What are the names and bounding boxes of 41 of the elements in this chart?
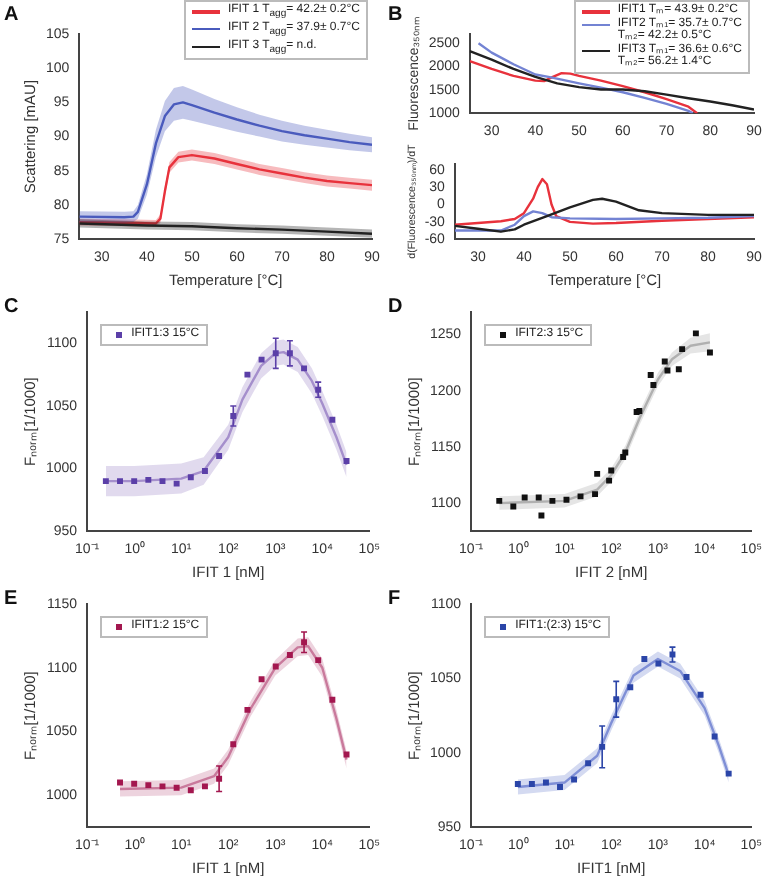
- point: [230, 741, 237, 748]
- point: [117, 779, 123, 786]
- text: C: [4, 295, 19, 318]
- point: [173, 480, 180, 487]
- text: A: [4, 3, 19, 26]
- point: [201, 468, 208, 475]
- point: [145, 782, 152, 789]
- point: [585, 760, 592, 767]
- point: [102, 478, 109, 485]
- point: [301, 365, 308, 372]
- point: [315, 657, 322, 664]
- point: [201, 783, 208, 790]
- point: [627, 684, 634, 691]
- point: [258, 356, 265, 363]
- text: E: [4, 587, 18, 610]
- point: [697, 691, 704, 698]
- point: [329, 416, 336, 423]
- point: [641, 656, 648, 663]
- text: F: [388, 587, 401, 610]
- point: [329, 696, 336, 703]
- text: D: [388, 295, 403, 318]
- point: [131, 478, 138, 485]
- point: [187, 787, 194, 794]
- point: [557, 784, 563, 790]
- point: [173, 784, 180, 791]
- point: [117, 478, 123, 485]
- point: [286, 652, 293, 658]
- text: B: [388, 3, 403, 26]
- point: [131, 780, 138, 787]
- point: [711, 733, 718, 740]
- point: [258, 676, 265, 683]
- point: [725, 770, 732, 777]
- point: [216, 453, 223, 460]
- point: [528, 781, 535, 788]
- point: [187, 474, 194, 481]
- point: [542, 779, 549, 786]
- point: [244, 371, 251, 378]
- point: [145, 476, 152, 483]
- point: [571, 776, 578, 783]
- point: [244, 706, 251, 713]
- point: [514, 781, 521, 788]
